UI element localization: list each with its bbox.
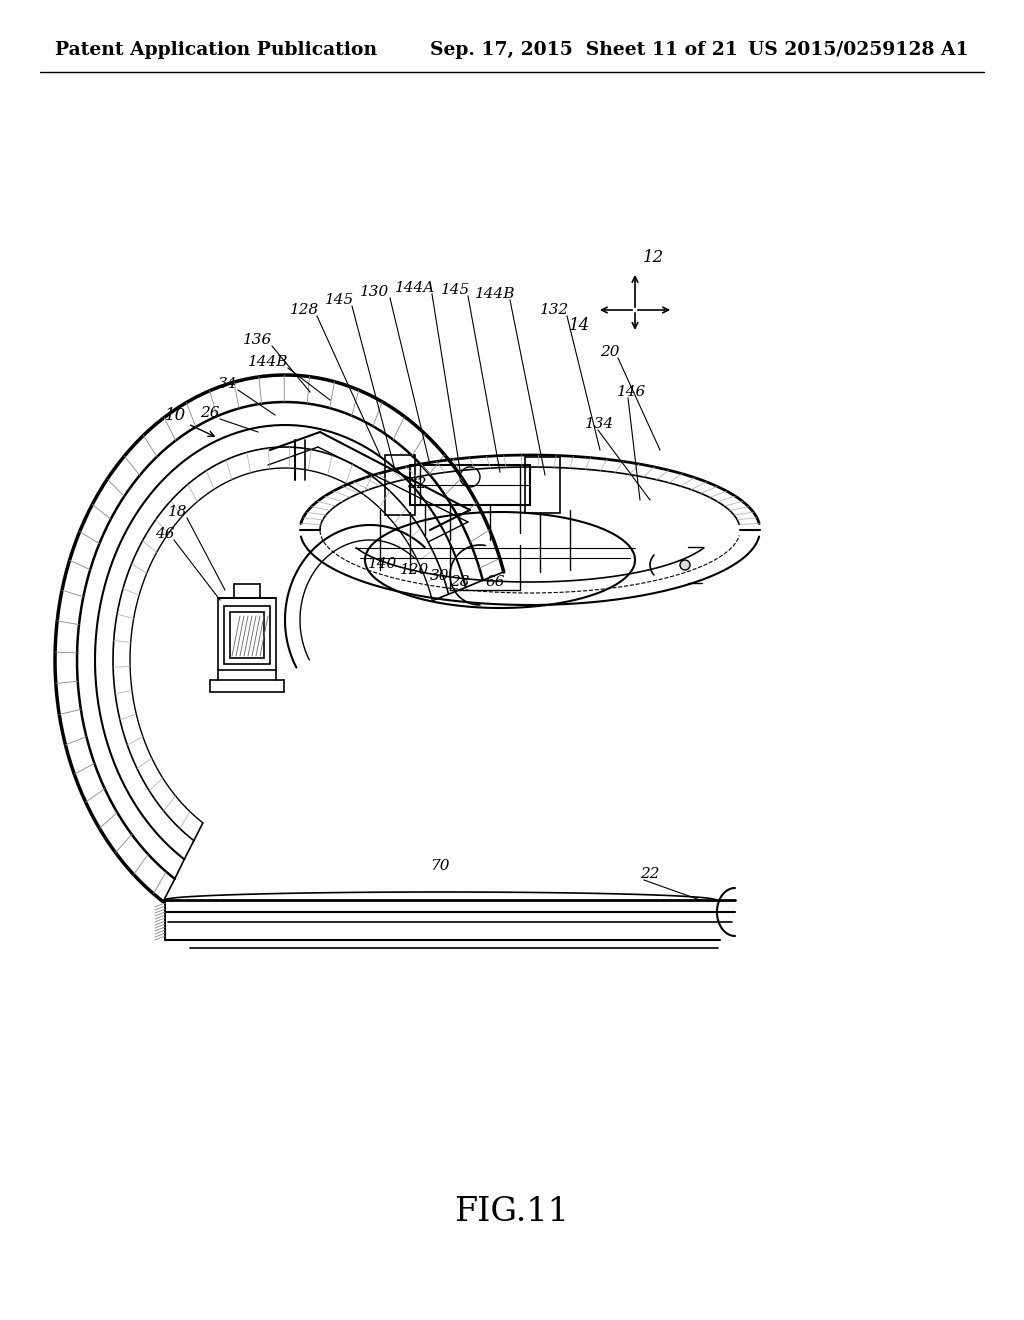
Bar — [224, 606, 270, 664]
Text: 22: 22 — [640, 867, 659, 880]
Text: 14: 14 — [568, 318, 590, 334]
Text: 20: 20 — [600, 345, 620, 359]
Bar — [410, 465, 530, 506]
Bar — [218, 598, 276, 671]
Text: 128: 128 — [291, 304, 319, 317]
Text: 28: 28 — [451, 576, 470, 589]
Text: 145: 145 — [441, 282, 471, 297]
Text: 136: 136 — [244, 333, 272, 347]
Text: 30: 30 — [430, 569, 450, 583]
Text: 134: 134 — [586, 417, 614, 432]
Text: US 2015/0259128 A1: US 2015/0259128 A1 — [748, 41, 969, 59]
Text: 146: 146 — [617, 385, 646, 399]
Text: Sep. 17, 2015  Sheet 11 of 21: Sep. 17, 2015 Sheet 11 of 21 — [430, 41, 738, 59]
Text: 145: 145 — [326, 293, 354, 308]
Bar — [525, 457, 560, 513]
Text: 32: 32 — [409, 477, 428, 491]
Text: 26: 26 — [201, 407, 220, 420]
Circle shape — [680, 560, 690, 570]
Text: 66: 66 — [485, 576, 505, 589]
Bar — [230, 612, 264, 657]
Text: 12: 12 — [642, 249, 664, 267]
Text: 140: 140 — [369, 557, 397, 572]
Text: 46: 46 — [156, 527, 175, 541]
Text: 120: 120 — [400, 564, 430, 577]
Text: 34: 34 — [218, 378, 238, 391]
Text: 144B: 144B — [475, 286, 515, 301]
Text: FIG.11: FIG.11 — [455, 1196, 569, 1228]
Text: 70: 70 — [430, 859, 450, 873]
Bar — [385, 455, 415, 515]
Text: 130: 130 — [360, 285, 389, 300]
Text: 10: 10 — [165, 407, 185, 424]
Text: 132: 132 — [541, 304, 569, 317]
Text: 144A: 144A — [395, 281, 435, 294]
Text: 18: 18 — [168, 506, 187, 519]
Text: 144B: 144B — [248, 355, 288, 370]
Text: Patent Application Publication: Patent Application Publication — [55, 41, 377, 59]
